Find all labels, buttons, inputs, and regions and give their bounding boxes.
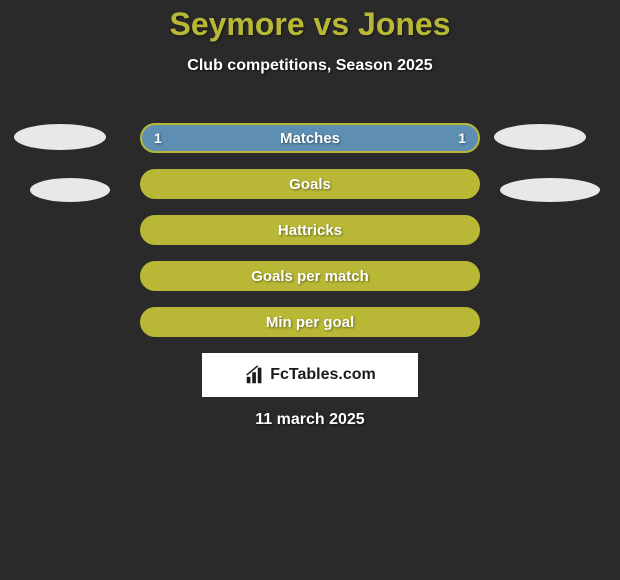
page-subtitle: Club competitions, Season 2025: [0, 57, 620, 75]
stat-row: Min per goal: [140, 307, 480, 337]
stat-left-value: 1: [154, 125, 162, 151]
stat-label: Min per goal: [142, 309, 478, 335]
stat-row: Hattricks: [140, 215, 480, 245]
stat-right-value: 1: [458, 125, 466, 151]
stat-label: Hattricks: [142, 217, 478, 243]
decoration-ellipse: [500, 178, 600, 202]
stat-row: Goals per match: [140, 261, 480, 291]
stat-label: Goals: [142, 171, 478, 197]
stat-label: Matches: [142, 125, 478, 151]
bars-icon: [244, 364, 266, 386]
decoration-ellipse: [14, 124, 106, 150]
source-logo-banner: FcTables.com: [202, 353, 418, 397]
decoration-ellipse: [30, 178, 110, 202]
source-logo: FcTables.com: [244, 364, 376, 386]
decoration-ellipse: [494, 124, 586, 150]
page-root: Seymore vs Jones Club competitions, Seas…: [0, 0, 620, 580]
stat-row: Goals: [140, 169, 480, 199]
page-title: Seymore vs Jones: [0, 6, 620, 43]
stat-label: Goals per match: [142, 263, 478, 289]
source-logo-text: FcTables.com: [270, 366, 376, 384]
update-date: 11 march 2025: [0, 411, 620, 429]
stats-block: Matches1 1 Goals Hattricks Goals per match Mi…: [0, 123, 620, 337]
stat-row: Matches1 1: [140, 123, 480, 153]
